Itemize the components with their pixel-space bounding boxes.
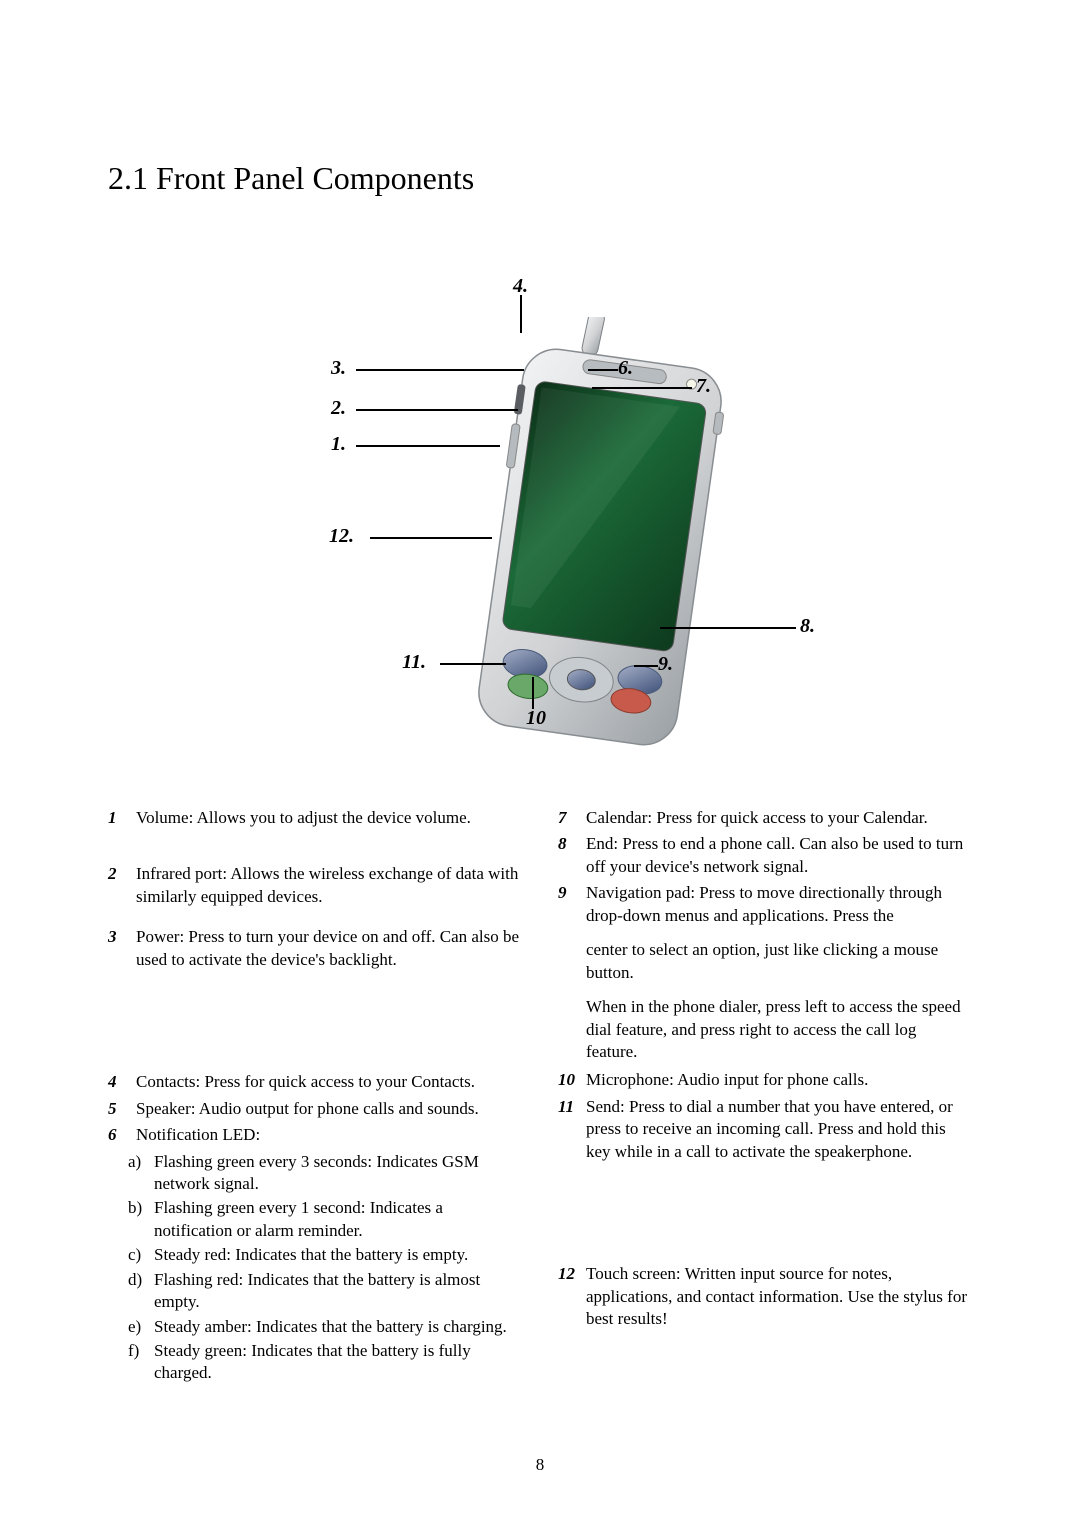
subitem-text: Steady red: Indicates that the battery i…	[154, 1244, 522, 1266]
entry-body: Touch screen: Written input source for n…	[586, 1263, 972, 1330]
callout-label-l6: 6.	[618, 357, 652, 380]
callout-line-l7	[592, 387, 692, 389]
callout-line-l3	[356, 369, 524, 371]
callout-line-l2	[356, 409, 518, 411]
entry-body: Power: Press to turn your device on and …	[136, 926, 522, 971]
entry-subitem: f)Steady green: Indicates that the batte…	[108, 1340, 522, 1385]
subitem-letter: f)	[128, 1340, 154, 1385]
entry-body: Infrared port: Allows the wireless excha…	[136, 863, 522, 908]
entry-number: 8	[558, 833, 586, 878]
entry-number: 6	[108, 1124, 136, 1146]
callout-label-l10: 10	[512, 707, 546, 730]
device-diagram: 1. 2. 3. 4. 6. 7. 8. 9. 10 11. 12.	[180, 237, 900, 777]
callout-label-l12: 12.	[320, 525, 354, 548]
callout-label-l9: 9.	[658, 653, 692, 676]
entry-number: 3	[108, 926, 136, 971]
section-title: 2.1 Front Panel Components	[108, 160, 972, 197]
entry-subitem: a)Flashing green every 3 seconds: Indica…	[108, 1151, 522, 1196]
component-entry: 4Contacts: Press for quick access to you…	[108, 1071, 522, 1093]
callout-line-l10	[532, 677, 534, 709]
entry-body: Contacts: Press for quick access to your…	[136, 1071, 522, 1093]
entry-paragraph: When in the phone dialer, press left to …	[586, 996, 972, 1063]
callout-line-l8	[660, 627, 796, 629]
entry-paragraph: center to select an option, just like cl…	[586, 939, 972, 984]
subitem-letter: c)	[128, 1244, 154, 1266]
callout-label-l1: 1.	[312, 433, 346, 456]
callout-label-l7: 7.	[696, 375, 730, 398]
subitem-text: Flashing red: Indicates that the battery…	[154, 1269, 522, 1314]
callout-label-l8: 8.	[800, 615, 834, 638]
component-entry: 10Microphone: Audio input for phone call…	[558, 1069, 972, 1091]
callout-label-l11: 11.	[392, 651, 426, 674]
entry-number: 12	[558, 1263, 586, 1330]
entry-number: 4	[108, 1071, 136, 1093]
entry-number: 10	[558, 1069, 586, 1091]
entry-subitem: b)Flashing green every 1 second: Indicat…	[108, 1197, 522, 1242]
entry-number: 1	[108, 807, 136, 829]
entry-body: Send: Press to dial a number that you ha…	[586, 1096, 972, 1163]
entry-body: End: Press to end a phone call. Can also…	[586, 833, 972, 878]
component-list-left: 1Volume: Allows you to adjust the device…	[108, 807, 522, 1385]
callout-label-l2: 2.	[312, 397, 346, 420]
subitem-text: Steady amber: Indicates that the battery…	[154, 1316, 522, 1338]
entry-number: 9	[558, 882, 586, 927]
entry-subitem: d)Flashing red: Indicates that the batte…	[108, 1269, 522, 1314]
entry-body: Microphone: Audio input for phone calls.	[586, 1069, 972, 1091]
callout-line-l1	[356, 445, 500, 447]
component-entry: 8End: Press to end a phone call. Can als…	[558, 833, 972, 878]
callout-line-l11	[440, 663, 506, 665]
entry-subitem: e)Steady amber: Indicates that the batte…	[108, 1316, 522, 1338]
callout-line-l9	[634, 665, 658, 667]
device-illustration	[470, 317, 730, 757]
callout-line-l6	[588, 369, 618, 371]
subitem-text: Steady green: Indicates that the battery…	[154, 1340, 522, 1385]
subitem-letter: a)	[128, 1151, 154, 1196]
page-number: 8	[108, 1455, 972, 1475]
entry-body: Speaker: Audio output for phone calls an…	[136, 1098, 522, 1120]
callout-line-l4	[520, 295, 522, 333]
entry-body: Volume: Allows you to adjust the device …	[136, 807, 522, 829]
entry-number: 2	[108, 863, 136, 908]
callout-label-l3: 3.	[312, 357, 346, 380]
component-entry: 2Infrared port: Allows the wireless exch…	[108, 863, 522, 908]
component-entry: 9Navigation pad: Press to move direction…	[558, 882, 972, 927]
entry-number: 11	[558, 1096, 586, 1163]
subitem-text: Flashing green every 1 second: Indicates…	[154, 1197, 522, 1242]
callout-line-l12	[370, 537, 492, 539]
entry-number: 5	[108, 1098, 136, 1120]
entry-body: Navigation pad: Press to move directiona…	[586, 882, 972, 927]
entry-body: Notification LED:	[136, 1124, 522, 1146]
subitem-letter: e)	[128, 1316, 154, 1338]
entry-number: 7	[558, 807, 586, 829]
component-entry: 7Calendar: Press for quick access to you…	[558, 807, 972, 829]
component-entry: 12Touch screen: Written input source for…	[558, 1263, 972, 1330]
component-entry: 1Volume: Allows you to adjust the device…	[108, 807, 522, 829]
subitem-letter: d)	[128, 1269, 154, 1314]
component-entry: 11Send: Press to dial a number that you …	[558, 1096, 972, 1163]
component-entry: 6Notification LED:	[108, 1124, 522, 1146]
entry-body: Calendar: Press for quick access to your…	[586, 807, 972, 829]
subitem-text: Flashing green every 3 seconds: Indicate…	[154, 1151, 522, 1196]
callout-label-l4: 4.	[494, 275, 528, 298]
entry-subitem: c)Steady red: Indicates that the battery…	[108, 1244, 522, 1266]
component-list-right: 7Calendar: Press for quick access to you…	[558, 807, 972, 1385]
component-entry: 5Speaker: Audio output for phone calls a…	[108, 1098, 522, 1120]
subitem-letter: b)	[128, 1197, 154, 1242]
component-entry: 3Power: Press to turn your device on and…	[108, 926, 522, 971]
